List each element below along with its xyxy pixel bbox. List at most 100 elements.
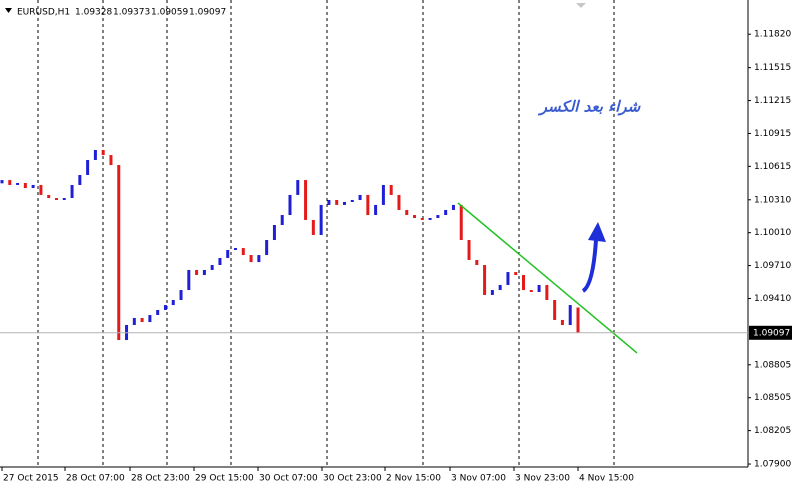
- candle: [54, 198, 58, 201]
- x-tick-label: 29 Oct 15:00: [195, 474, 254, 484]
- candle: [202, 269, 206, 276]
- candle: [8, 180, 12, 185]
- candle: [16, 183, 20, 185]
- candle: [109, 155, 113, 166]
- x-tick-label: 27 Oct 2015: [3, 474, 59, 484]
- x-tick-label: 30 Oct 07:00: [259, 474, 318, 484]
- y-tick-label: 1.09710: [754, 261, 791, 271]
- candle: [272, 225, 276, 241]
- candle: [156, 309, 160, 316]
- x-tick-label: 30 Oct 23:00: [323, 474, 382, 484]
- candle: [420, 217, 424, 220]
- y-tick-label: 1.07900: [754, 460, 791, 470]
- candle: [529, 290, 533, 292]
- candle: [560, 319, 564, 326]
- candle: [241, 248, 245, 256]
- candle: [148, 315, 152, 323]
- candle: [576, 307, 580, 333]
- x-tick-label: 4 Nov 15:00: [579, 474, 634, 484]
- candle: [545, 284, 549, 301]
- header-close: 1.09097: [189, 8, 226, 18]
- header-open: 1.09328: [75, 8, 112, 18]
- candle: [506, 272, 510, 285]
- menu-triangle: [5, 8, 12, 13]
- candle: [514, 272, 518, 276]
- symbol-title: EURUSD,H1: [17, 8, 70, 18]
- y-tick-label: 1.10010: [754, 228, 791, 238]
- candle: [397, 194, 401, 210]
- y-tick-label: 1.11215: [754, 96, 791, 106]
- candle: [288, 194, 292, 216]
- y-tick-label: 1.10915: [754, 129, 791, 139]
- y-tick-label: 1.10310: [754, 195, 791, 205]
- x-tick-label: 28 Oct 23:00: [131, 474, 190, 484]
- current-price-box: [749, 325, 792, 340]
- candle: [413, 215, 417, 218]
- candle: [0, 180, 4, 184]
- header-low: 1.09059: [151, 8, 188, 18]
- candle: [163, 305, 167, 310]
- candle: [249, 255, 253, 263]
- candle: [553, 300, 557, 320]
- candle: [389, 184, 393, 195]
- y-tick-label: 1.09410: [754, 294, 791, 304]
- y-tick-label: 1.11820: [754, 30, 791, 40]
- candle: [140, 317, 144, 323]
- x-tick-label: 3 Nov 07:00: [451, 474, 506, 484]
- candle: [381, 184, 385, 205]
- candle: [78, 175, 82, 185]
- candle: [436, 215, 440, 218]
- candle: [405, 209, 409, 216]
- candle: [327, 200, 331, 205]
- candle: [101, 150, 105, 156]
- candle: [490, 290, 494, 295]
- candle: [187, 269, 191, 291]
- y-tick-label: 1.10615: [754, 162, 791, 172]
- candle: [304, 180, 308, 220]
- y-tick-label: 1.11515: [754, 63, 791, 73]
- candle: [218, 258, 222, 266]
- candle: [358, 194, 362, 201]
- candle: [366, 194, 370, 216]
- candle: [62, 198, 66, 201]
- candle: [459, 204, 463, 241]
- candle: [226, 250, 230, 259]
- x-tick-label: 3 Nov 23:00: [515, 474, 570, 484]
- candle: [117, 165, 121, 341]
- candle: [319, 204, 323, 235]
- candle: [210, 265, 214, 270]
- candle: [257, 255, 261, 263]
- candle: [451, 204, 455, 210]
- candle: [31, 184, 35, 189]
- candle: [234, 248, 238, 251]
- candle: [179, 290, 183, 301]
- trend-line: [457, 202, 638, 354]
- y-tick-label: 1.08805: [754, 360, 791, 370]
- candle: [311, 219, 315, 235]
- candle: [498, 284, 502, 291]
- candle: [86, 159, 90, 176]
- x-tick-label: 28 Oct 07:00: [66, 474, 125, 484]
- candle: [537, 284, 541, 292]
- candle: [132, 317, 136, 326]
- candle: [47, 194, 51, 199]
- candle: [23, 183, 27, 189]
- arrow-head: [588, 222, 606, 242]
- candle: [483, 265, 487, 295]
- y-tick-label: 1.08205: [754, 426, 791, 436]
- candle: [280, 215, 284, 226]
- candle: [265, 240, 269, 256]
- candle: [342, 201, 346, 205]
- candle: [475, 259, 479, 266]
- current-price-label: 1.09097: [753, 328, 790, 338]
- candle: [296, 180, 300, 195]
- scroll-marker: [576, 3, 586, 8]
- candle: [195, 269, 199, 276]
- candle: [171, 300, 175, 306]
- candle: [335, 200, 339, 205]
- candle: [374, 204, 378, 216]
- candle: [428, 217, 432, 220]
- candle: [444, 209, 448, 216]
- candle: [568, 305, 572, 326]
